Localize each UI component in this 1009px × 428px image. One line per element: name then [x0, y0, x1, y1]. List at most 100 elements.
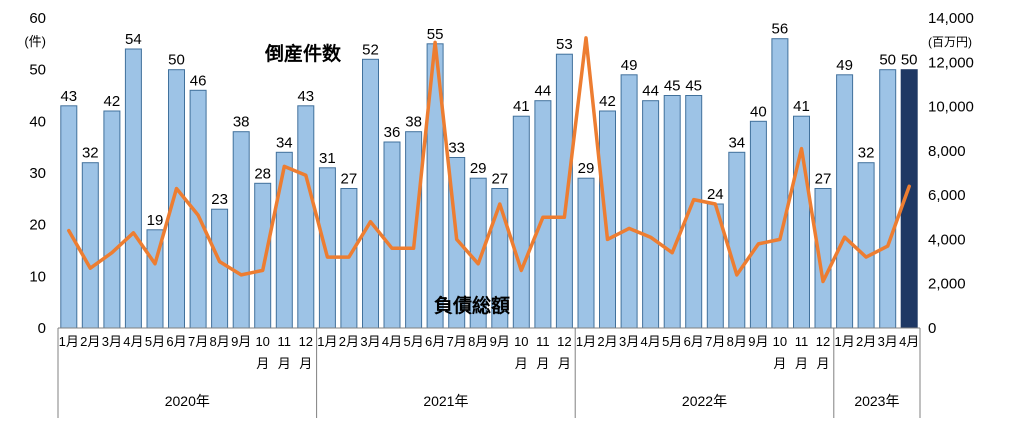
bar	[318, 167, 336, 329]
bar	[81, 162, 99, 329]
month-label: 3月	[102, 334, 122, 349]
y-tick-label-left: 20	[29, 217, 46, 234]
bar	[642, 100, 660, 329]
bar	[728, 151, 746, 329]
month-label: 10	[514, 334, 528, 349]
bar	[405, 131, 423, 329]
bar-value-label: 36	[384, 124, 401, 141]
month-label: 5月	[145, 334, 165, 349]
month-label: 11	[278, 334, 292, 349]
bar-value-label: 53	[556, 36, 573, 53]
bar	[512, 115, 530, 329]
bar-value-label: 55	[427, 26, 444, 43]
month-label: 7月	[705, 334, 725, 349]
bar-value-label: 38	[233, 114, 250, 131]
year-label: 2023年	[854, 393, 899, 409]
bar-value-label: 27	[341, 171, 358, 188]
line-series-label: 負債総額	[434, 294, 510, 317]
month-label: 12	[557, 334, 571, 349]
bar	[383, 141, 401, 329]
month-label-suffix: 月	[795, 356, 808, 371]
month-label-suffix: 月	[536, 356, 549, 371]
line-group	[67, 36, 911, 284]
bar-value-label: 54	[125, 31, 142, 48]
year-label: 2020年	[165, 393, 210, 409]
liabilities-line	[67, 36, 911, 284]
month-label: 3月	[619, 334, 639, 349]
month-label: 6月	[166, 334, 186, 349]
bar	[555, 53, 573, 329]
bar	[103, 110, 121, 329]
month-label: 3月	[878, 334, 898, 349]
bar	[362, 58, 379, 329]
bar	[857, 162, 875, 329]
month-label: 8月	[468, 334, 488, 349]
bar	[232, 131, 250, 329]
bar-value-label: 31	[319, 150, 336, 167]
month-label: 10	[255, 334, 269, 349]
bar	[534, 100, 552, 329]
bar-value-label: 46	[190, 72, 207, 89]
bar	[297, 105, 315, 329]
bar	[599, 110, 616, 329]
bar-value-label: 43	[297, 88, 314, 105]
bar	[60, 105, 78, 329]
y-tick-label-left: 40	[29, 113, 46, 130]
y-tick-label-right: 4,000	[928, 231, 966, 248]
bar-value-label: 49	[621, 57, 638, 74]
bar-value-label: 42	[599, 93, 616, 110]
bar-value-label: 29	[470, 160, 487, 177]
month-label: 12	[816, 334, 830, 349]
y-tick-label-left: 60	[29, 10, 46, 27]
bar	[254, 182, 272, 329]
bar-value-label: 56	[772, 21, 789, 38]
month-label-suffix: 月	[816, 356, 829, 371]
bar	[211, 208, 229, 329]
month-label: 6月	[425, 334, 445, 349]
year-label: 2022年	[682, 393, 727, 409]
y-tick-label-right: 2,000	[928, 276, 966, 293]
month-label: 4月	[899, 334, 919, 349]
month-label: 3月	[360, 334, 380, 349]
bar-value-label: 24	[707, 186, 724, 203]
bar-value-label: 34	[276, 134, 293, 151]
y-tick-label-right: 0	[928, 320, 936, 337]
bar-value-label: 38	[405, 114, 422, 131]
bar-value-label: 45	[685, 78, 702, 95]
bar	[836, 74, 854, 329]
month-label: 6月	[684, 334, 704, 349]
bar-value-label: 19	[147, 212, 164, 229]
month-label: 11	[795, 334, 809, 349]
bar-value-label: 29	[578, 160, 595, 177]
bar	[771, 38, 789, 329]
month-label: 8月	[727, 334, 747, 349]
y-tick-label-right: 8,000	[928, 143, 966, 160]
bar-value-label: 42	[104, 93, 121, 110]
bar	[124, 48, 142, 329]
bar-value-label: 50	[879, 52, 896, 69]
left-axis-unit: (件)	[24, 34, 46, 49]
bars-group: 4332425419504623382834433127523638553329…	[60, 21, 918, 329]
month-label: 12	[299, 334, 313, 349]
month-label: 1月	[59, 334, 79, 349]
y-tick-label-right: 6,000	[928, 187, 966, 204]
bar-value-label: 33	[448, 140, 465, 157]
month-label-suffix: 月	[773, 356, 786, 371]
month-label: 7月	[188, 334, 208, 349]
month-label: 9月	[490, 334, 510, 349]
bar-value-label: 27	[491, 171, 508, 188]
bar	[577, 177, 595, 329]
bar-value-label: 50	[901, 52, 918, 69]
bar	[275, 151, 293, 329]
bar-value-label: 44	[535, 83, 552, 100]
y-tick-label-right: 12,000	[928, 54, 974, 71]
month-label: 2月	[80, 334, 100, 349]
month-label: 9月	[748, 334, 768, 349]
y-tick-label-left: 30	[29, 165, 46, 182]
bar-value-label: 43	[60, 88, 77, 105]
bar	[879, 69, 897, 329]
month-label: 7月	[447, 334, 467, 349]
month-label: 11	[536, 334, 550, 349]
